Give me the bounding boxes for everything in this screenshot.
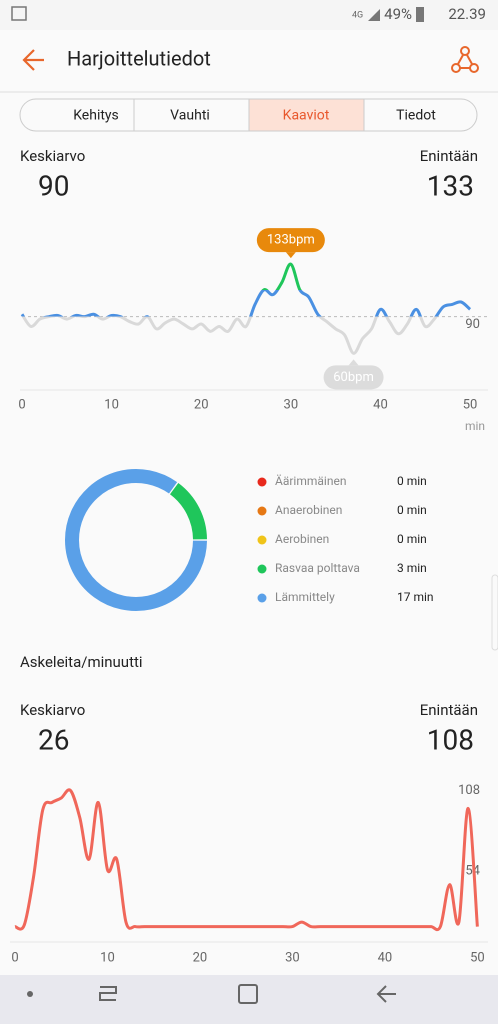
legend-name: Äärimmäinen [275,473,346,488]
scroll-handle [491,574,498,651]
legend-dot [257,506,267,516]
x-tick-label: 40 [373,397,388,412]
donut-segment [65,469,207,611]
data-line [14,788,479,932]
max-value: 133 [427,169,474,202]
y-tick-label: 90 [465,317,480,332]
nav-back[interactable] [376,985,396,1003]
legend-name: Rasvaa polttava [275,561,360,575]
nav-home[interactable] [238,984,258,1004]
x-tick-label: 10 [104,397,119,412]
nav-recent[interactable] [99,986,117,1001]
donut-segment [169,483,207,540]
signal-icon [368,9,380,21]
network: 4G [352,10,363,20]
legend-dot [257,593,267,603]
x-tick-label: 40 [378,950,393,965]
max-value: 108 [427,723,474,756]
battery-icon [416,7,424,22]
back-button[interactable] [22,49,44,71]
avg-value: 90 [38,169,69,202]
legend-name: Lämmittely [275,590,335,604]
page-title: Harjoittelutiedot [67,46,211,70]
avg-value: 26 [38,723,69,756]
x-tick-label: 20 [194,397,209,412]
nav-bar [0,975,498,1024]
tab[interactable]: Vauhti [170,108,210,124]
max-annotation: 133bpm [267,233,315,248]
tab-active[interactable]: Kaaviot [283,108,330,124]
avg-label: Keskiarvo [20,701,85,719]
avg-label: Keskiarvo [20,147,85,165]
x-tick-label: 50 [463,397,478,412]
legend-dot [257,535,267,545]
legend-value: 3 min [397,561,427,575]
clock: 22.39 [448,5,486,23]
x-tick-label: 50 [470,950,485,965]
x-tick-label: 30 [285,950,300,965]
tab[interactable]: Tiedot [396,108,436,124]
status-bar [0,0,498,30]
legend-value: 17 min [397,590,434,604]
section-title: Askeleita/minuutti [20,653,143,671]
tab[interactable]: Kehitys [73,108,119,124]
x-tick-label: 10 [100,950,115,965]
legend-dot [257,564,267,574]
legend-name: Aerobinen [275,532,329,546]
y-tick-label: 108 [458,783,480,798]
max-badge-pointer [285,252,296,259]
legend-name: Anaerobinen [275,503,342,517]
legend-dot [257,477,267,487]
nav-dot[interactable] [27,991,33,997]
battery: 49% [384,5,412,23]
max-badge [256,228,325,253]
x-tick-label: 30 [284,397,299,412]
min-badge-pointer [348,359,359,366]
max-label: Enintään [420,701,478,719]
x-tick-label: 0 [11,950,18,965]
share-button[interactable] [451,46,479,73]
gallery-icon [11,6,27,21]
x-tick-label: 20 [193,950,208,965]
max-label: Enintään [420,147,478,165]
x-tick-label: 0 [18,397,25,412]
min-annotation: 60bpm [333,370,374,385]
x-unit: min [465,419,485,433]
legend-value: 0 min [397,474,427,488]
active-tab-bg [249,99,364,131]
min-badge [323,365,384,390]
legend-value: 0 min [397,532,427,546]
legend-value: 0 min [397,503,427,517]
data-line [20,262,472,355]
